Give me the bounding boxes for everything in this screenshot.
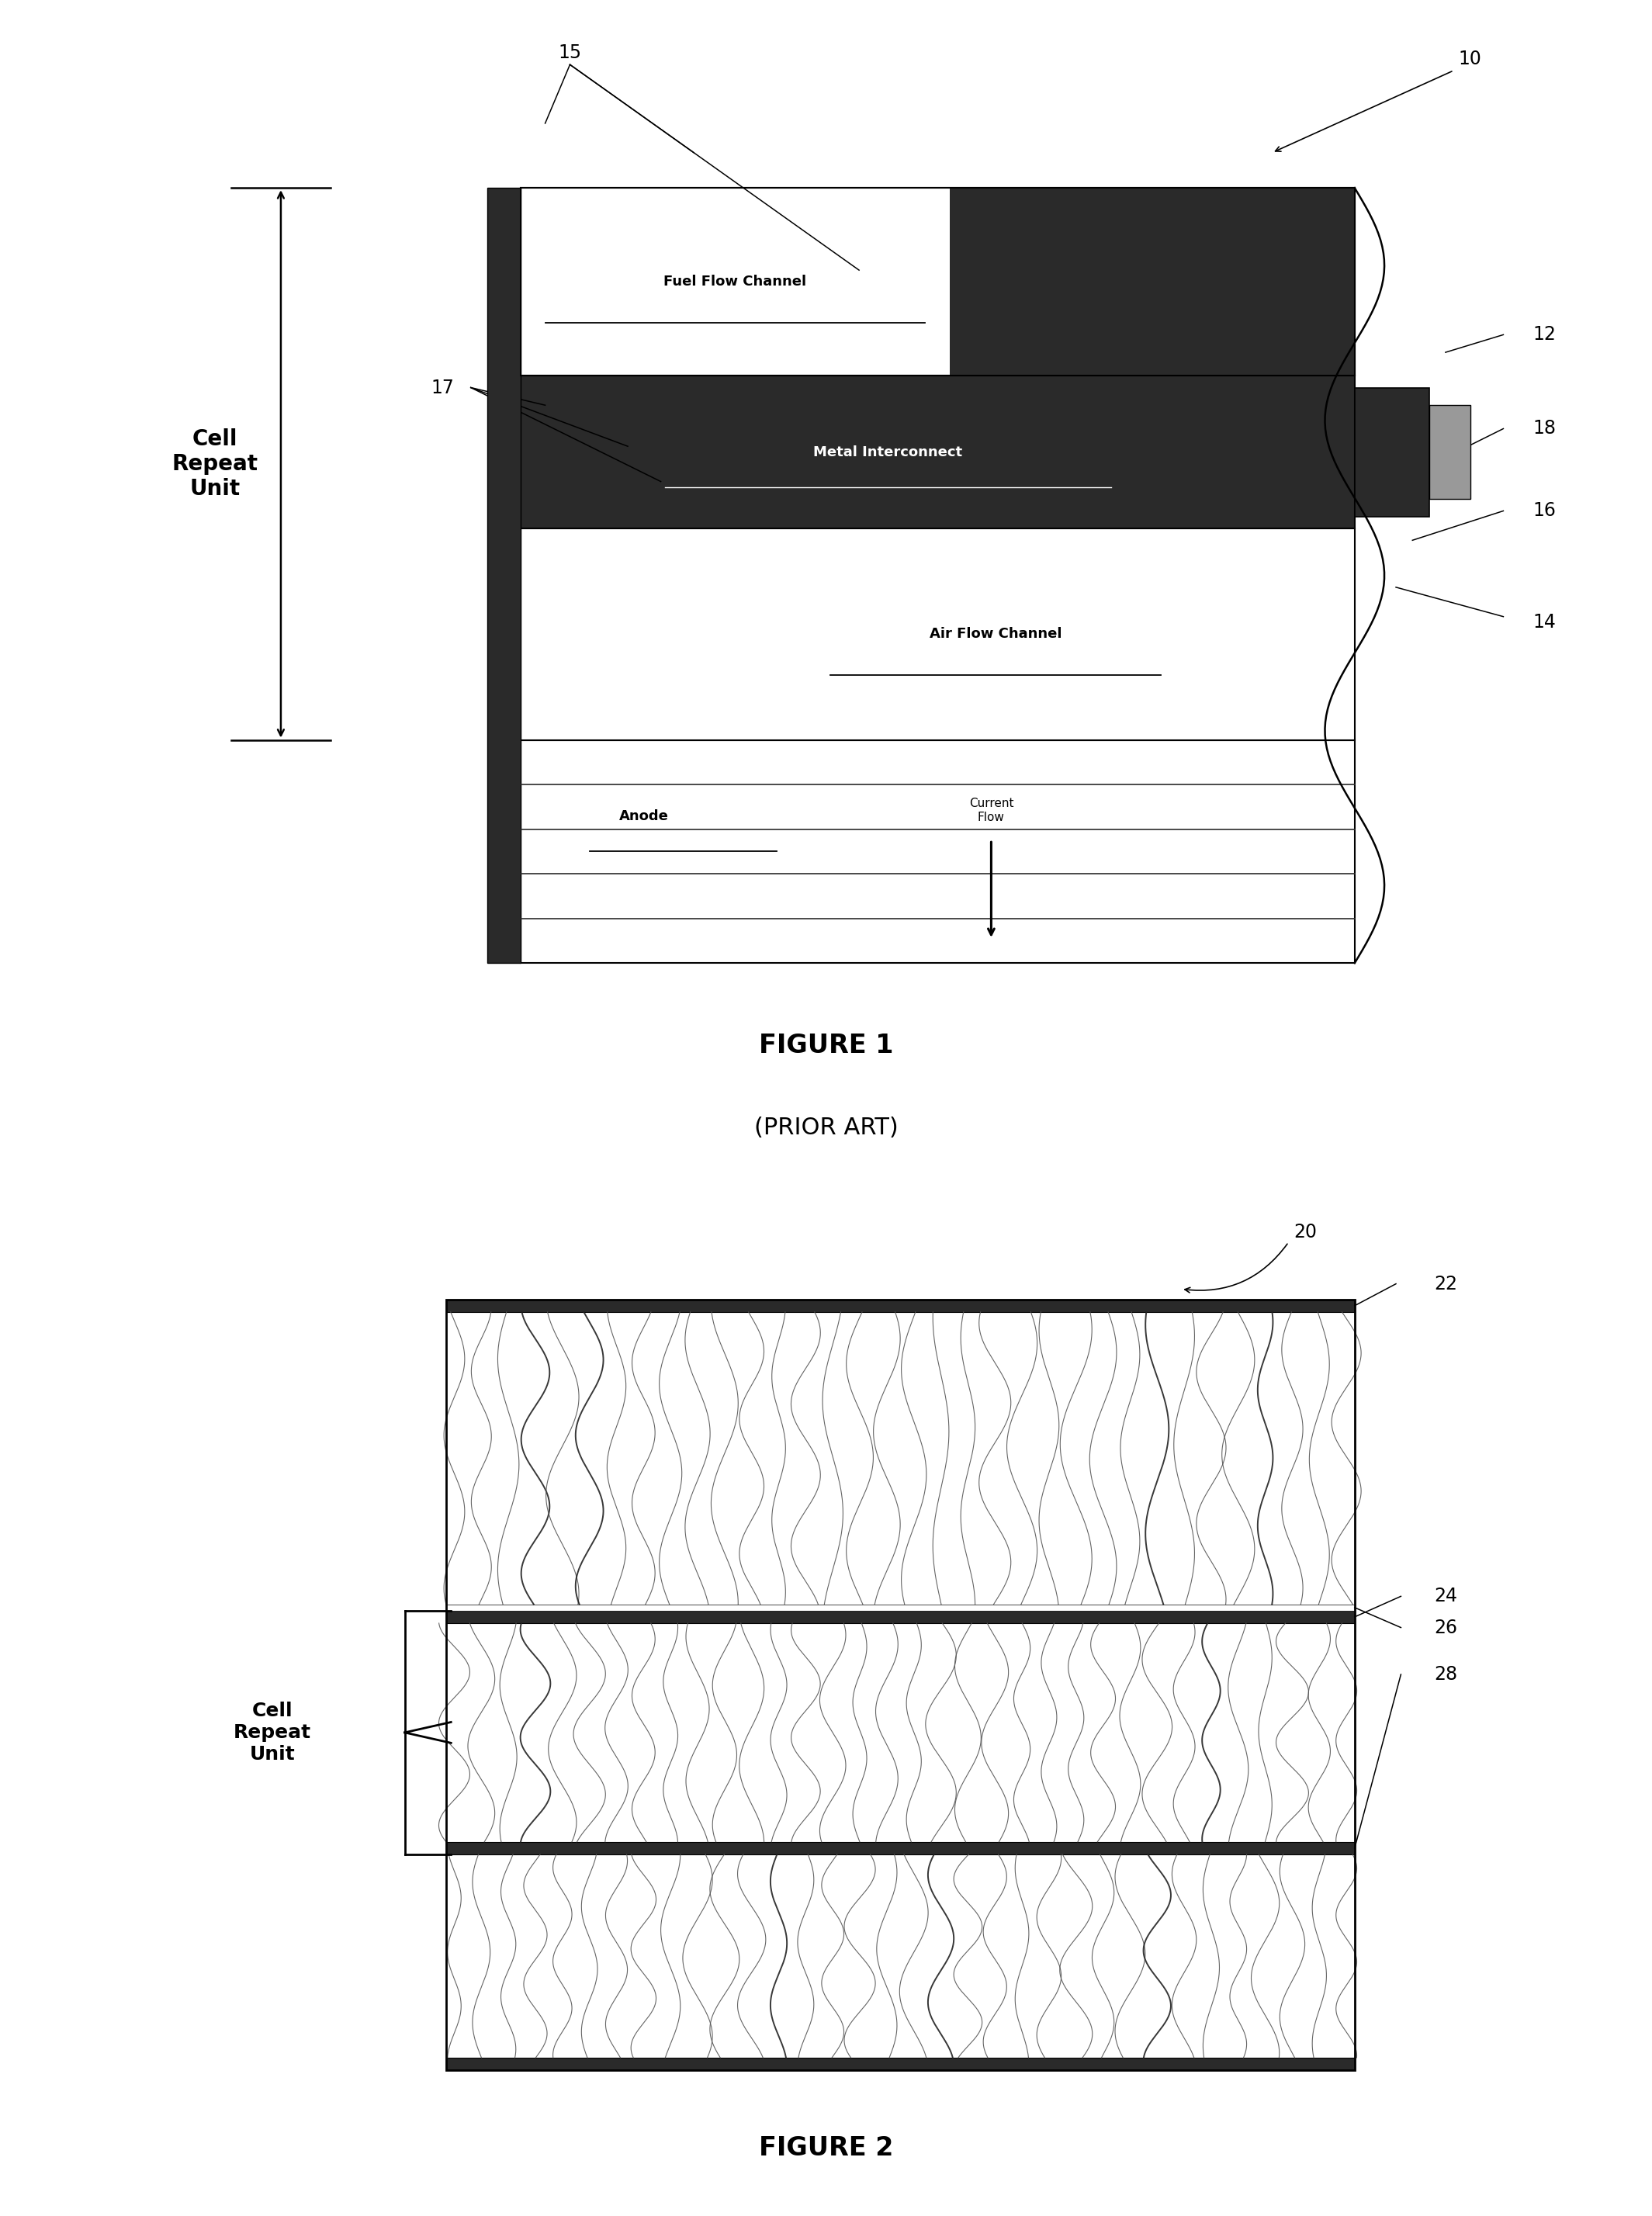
- Text: 20: 20: [1294, 1223, 1317, 1241]
- Text: (PRIOR ART): (PRIOR ART): [753, 1117, 899, 1139]
- Text: Air Flow Channel: Air Flow Channel: [930, 627, 1062, 640]
- Bar: [520, 377, 1355, 527]
- Bar: [520, 740, 1355, 964]
- Text: Fuel Flow Channel: Fuel Flow Channel: [664, 275, 806, 288]
- Bar: [446, 1299, 1355, 2070]
- Text: 10: 10: [1459, 49, 1482, 69]
- Bar: [446, 1299, 1355, 1312]
- Text: FIGURE 2: FIGURE 2: [758, 2136, 894, 2161]
- Text: 18: 18: [1533, 419, 1556, 439]
- Text: 26: 26: [1434, 1618, 1457, 1638]
- Bar: [446, 1611, 1355, 1622]
- Bar: [446, 1841, 1355, 1855]
- Text: 16: 16: [1533, 501, 1556, 521]
- Text: Cell
Repeat
Unit: Cell Repeat Unit: [172, 428, 258, 501]
- Bar: [446, 2059, 1355, 2070]
- Bar: [520, 188, 1355, 377]
- Text: 22: 22: [1434, 1274, 1457, 1294]
- Text: 24: 24: [1434, 1587, 1457, 1607]
- Bar: [446, 1604, 1355, 1611]
- Bar: [487, 188, 520, 964]
- Text: Cell
Repeat
Unit: Cell Repeat Unit: [233, 1702, 312, 1764]
- Text: 28: 28: [1434, 1664, 1457, 1684]
- Text: 17: 17: [431, 379, 454, 397]
- Text: 12: 12: [1533, 326, 1556, 343]
- Bar: [520, 527, 1355, 740]
- Bar: [950, 188, 1355, 377]
- Text: Anode: Anode: [620, 809, 669, 824]
- Text: Current
Flow: Current Flow: [968, 798, 1014, 822]
- Text: 15: 15: [558, 44, 582, 62]
- Bar: [520, 188, 1355, 377]
- Text: FIGURE 1: FIGURE 1: [758, 1033, 894, 1057]
- Bar: [1355, 388, 1429, 516]
- Bar: [1429, 406, 1470, 499]
- Text: Metal Interconnect: Metal Interconnect: [813, 445, 963, 459]
- Text: 14: 14: [1533, 614, 1556, 632]
